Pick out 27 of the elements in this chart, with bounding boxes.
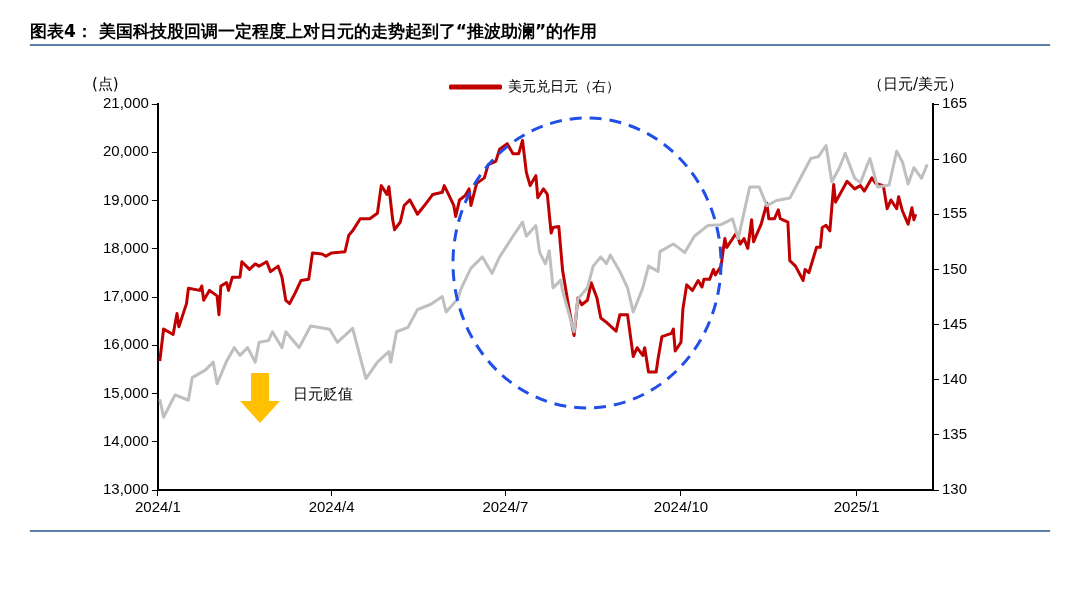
y-tick-label: 19,000 [102, 190, 149, 208]
y2-tick-label: 140 [941, 369, 967, 387]
x-tick-label: 2024/10 [653, 498, 709, 516]
y-tick-label: 14,000 [102, 431, 149, 449]
y2-axis-title: （日元/美元） [868, 75, 964, 94]
x-tick-label: 2024/1 [134, 498, 181, 516]
y-tick-label: 15,000 [102, 383, 149, 401]
y-tick-label: 20,000 [102, 142, 149, 160]
y2-tick-label: 160 [941, 149, 967, 167]
y-tick-label: 13,000 [102, 480, 149, 498]
y-axis-title: (点) [92, 75, 119, 94]
y2-tick-label: 145 [941, 314, 967, 332]
y-tick-label: 21,000 [102, 94, 149, 112]
y2-tick-label: 155 [941, 204, 967, 222]
y2-tick-label: 150 [941, 259, 967, 277]
chart-title: 图表4： 美国科技股回调一定程度上对日元的走势起到了“推波助澜”的作用 [30, 20, 598, 43]
x-tick-label: 2025/1 [833, 498, 880, 516]
y-tick-label: 16,000 [102, 335, 149, 353]
annotation: 日元贬值 [293, 385, 353, 404]
y2-tick-label: 130 [941, 480, 967, 498]
legend-label: 美元兑日元（右） [507, 77, 620, 94]
y2-tick-label: 165 [941, 94, 967, 112]
x-tick-label: 2024/4 [308, 498, 355, 516]
y-tick-label: 17,000 [102, 287, 149, 305]
x-tick-label: 2024/7 [482, 498, 529, 516]
y2-tick-label: 135 [941, 425, 967, 442]
y-tick-label: 18,000 [102, 238, 149, 256]
